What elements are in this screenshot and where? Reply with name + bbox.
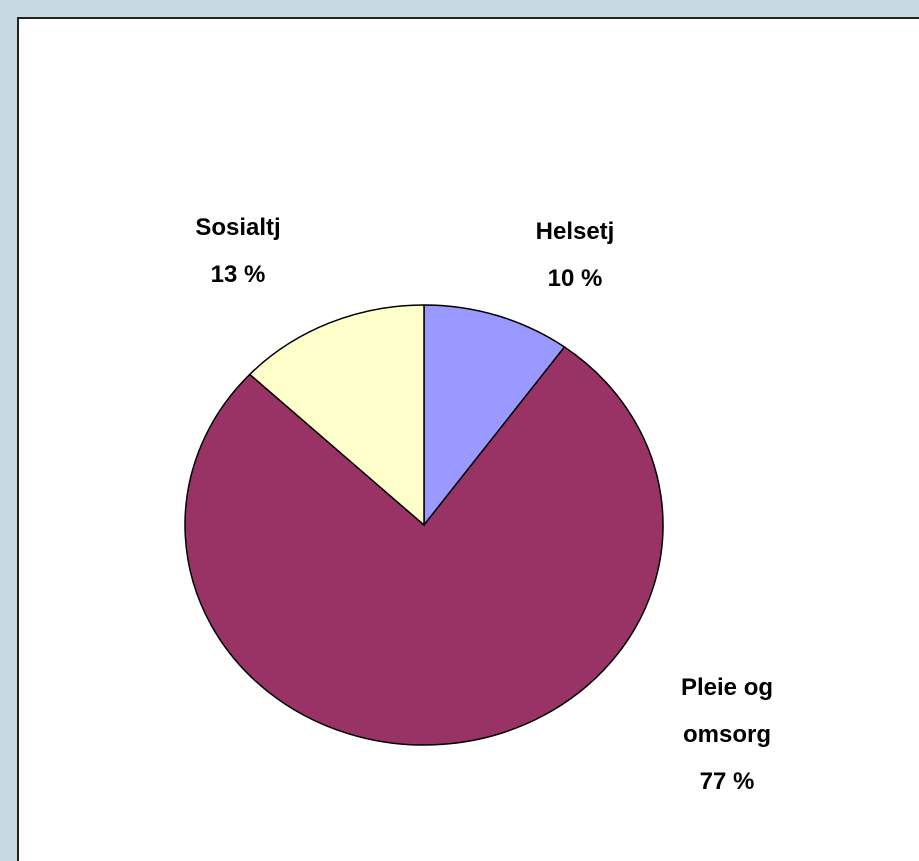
slice-label: Helsetj 10 % xyxy=(490,208,660,302)
pie-slice xyxy=(184,346,664,746)
value-label: 10 % xyxy=(547,265,603,292)
value-label: 13 % xyxy=(210,261,266,288)
pie-slice xyxy=(423,304,566,528)
category-name: Sosialtj xyxy=(195,214,281,241)
value-label: 77 % xyxy=(699,768,755,795)
slice-label: Pleie og omsorg 77 % xyxy=(642,664,812,805)
category-name: Helsetj xyxy=(535,218,615,245)
slice-label: Sosialtj 13 % xyxy=(153,204,323,298)
category-name: Pleie og omsorg xyxy=(680,674,774,748)
pie-slice xyxy=(248,304,425,527)
